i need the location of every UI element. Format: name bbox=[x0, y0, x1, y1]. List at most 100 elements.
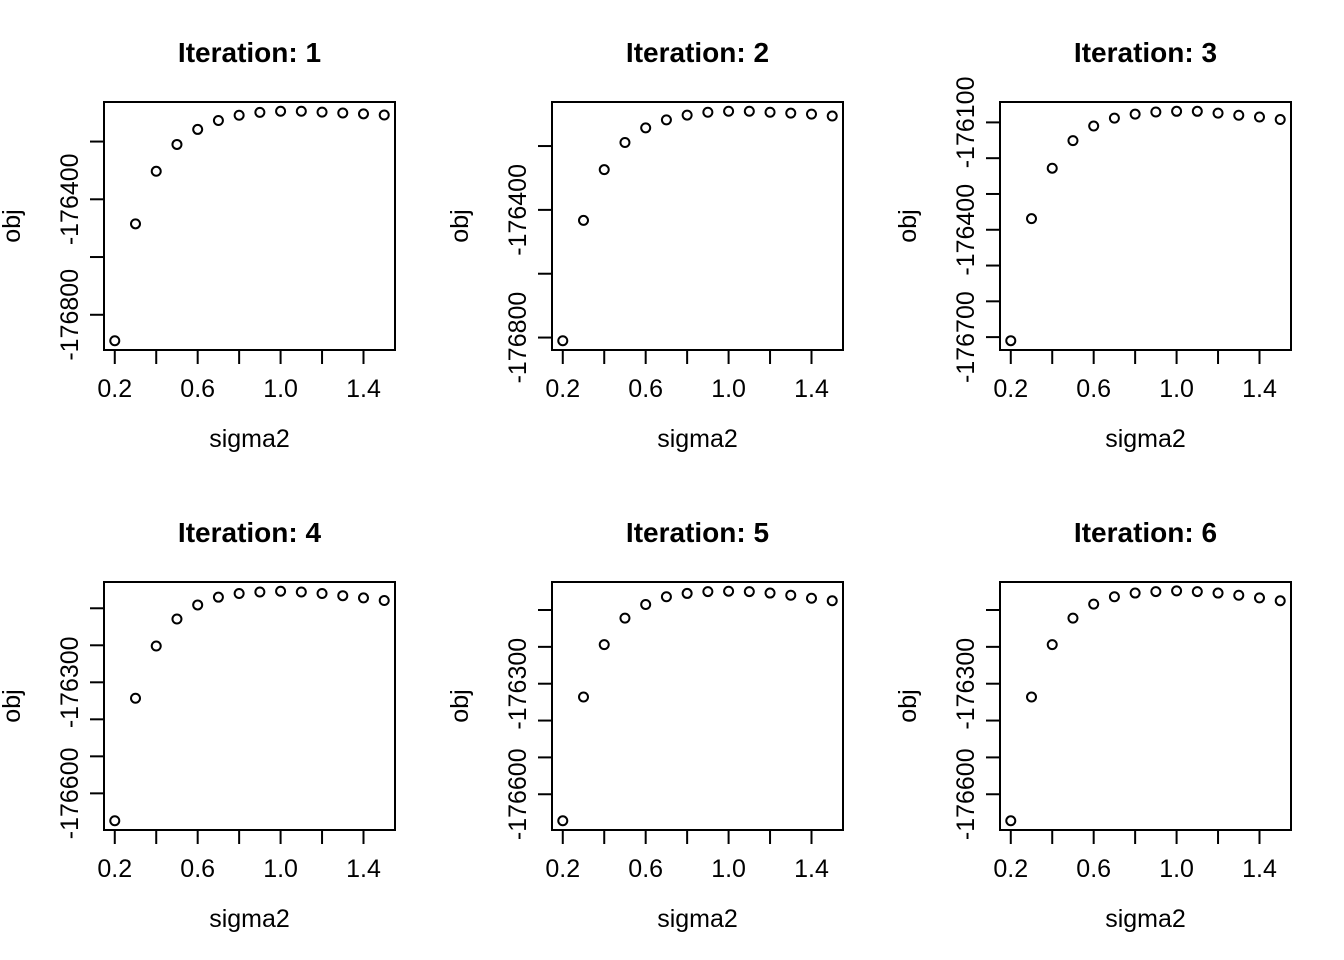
data-point bbox=[378, 109, 390, 121]
scatter-plot: Iteration: 3 0.2 0.6 1.0 1.4 -176100 -176400 -1… bbox=[896, 37, 1292, 453]
data-point bbox=[743, 586, 755, 598]
data-point bbox=[1046, 639, 1058, 651]
plot-box bbox=[999, 101, 1292, 351]
data-point bbox=[1067, 135, 1079, 147]
data-point bbox=[1088, 598, 1100, 610]
data-point bbox=[254, 586, 266, 598]
x-tick-label: 1.0 bbox=[1159, 375, 1194, 403]
data-point bbox=[192, 599, 204, 611]
data-point bbox=[1026, 213, 1038, 225]
data-point bbox=[640, 122, 652, 134]
data-point bbox=[1108, 591, 1120, 603]
data-point bbox=[743, 105, 755, 117]
data-point bbox=[171, 613, 183, 625]
y-tick-label: -176300 bbox=[504, 638, 532, 730]
data-point bbox=[660, 591, 672, 603]
y-tick-label: -176600 bbox=[952, 748, 980, 840]
plot-title: Iteration: 1 bbox=[178, 37, 321, 68]
y-axis-title: obj bbox=[896, 209, 922, 242]
y-tick-label: -176400 bbox=[504, 164, 532, 256]
data-point bbox=[1233, 109, 1245, 121]
y-tick-label: -176300 bbox=[56, 636, 84, 728]
plot-box bbox=[999, 581, 1292, 831]
data-point bbox=[1005, 335, 1017, 347]
y-tick-label: -176600 bbox=[56, 747, 84, 839]
data-point bbox=[826, 110, 838, 122]
data-point bbox=[702, 586, 714, 598]
x-tick-label: 1.4 bbox=[346, 855, 381, 883]
data-point bbox=[557, 335, 569, 347]
data-point bbox=[1212, 587, 1224, 599]
data-point bbox=[171, 138, 183, 150]
data-point bbox=[1274, 595, 1286, 607]
data-point bbox=[1150, 586, 1162, 598]
data-point bbox=[578, 214, 590, 226]
panel-iteration-6: Iteration: 6 0.2 0.6 1.0 1.4 -176300 -176600 si… bbox=[896, 480, 1344, 960]
y-axis-title: obj bbox=[448, 209, 474, 242]
x-tick-label: 0.2 bbox=[993, 375, 1028, 403]
x-axis-title: sigma2 bbox=[657, 905, 738, 933]
data-point bbox=[619, 612, 631, 624]
x-tick-label: 0.2 bbox=[545, 855, 580, 883]
x-tick-label: 0.2 bbox=[97, 375, 132, 403]
y-tick-label: -176700 bbox=[952, 291, 980, 383]
y-axis-title: obj bbox=[448, 689, 474, 722]
data-point bbox=[109, 815, 121, 827]
x-tick-label: 1.0 bbox=[263, 375, 298, 403]
data-point bbox=[337, 107, 349, 119]
panel-iteration-3: Iteration: 3 0.2 0.6 1.0 1.4 -176100 -176400 -1… bbox=[896, 0, 1344, 480]
x-axis-title: sigma2 bbox=[209, 905, 290, 933]
data-point bbox=[1150, 106, 1162, 118]
x-tick-label: 0.6 bbox=[1076, 855, 1111, 883]
y-tick-label: -176100 bbox=[952, 77, 980, 169]
x-tick-label: 1.0 bbox=[1159, 855, 1194, 883]
y-tick-label: -176600 bbox=[504, 748, 532, 840]
x-tick-label: 1.4 bbox=[794, 375, 829, 403]
data-point bbox=[316, 106, 328, 118]
data-point bbox=[805, 592, 817, 604]
data-point bbox=[681, 587, 693, 599]
data-point bbox=[660, 114, 672, 126]
panel-iteration-4: Iteration: 4 0.2 0.6 1.0 1.4 -176300 -176600 si… bbox=[0, 480, 448, 960]
x-axis-title: sigma2 bbox=[1105, 425, 1186, 453]
plot-title: Iteration: 4 bbox=[178, 517, 322, 548]
data-point bbox=[619, 137, 631, 149]
data-point bbox=[785, 589, 797, 601]
panel-iteration-5: Iteration: 5 0.2 0.6 1.0 1.4 -176300 -176600 si… bbox=[448, 480, 896, 960]
data-point bbox=[598, 639, 610, 651]
x-axis-title: sigma2 bbox=[209, 425, 290, 453]
y-tick-label: -176800 bbox=[56, 269, 84, 361]
data-point bbox=[1171, 585, 1183, 597]
y-axis-title: obj bbox=[0, 209, 26, 242]
data-point bbox=[130, 218, 142, 230]
panel-iteration-1: Iteration: 1 0.2 0.6 1.0 1.4 -176400 -176800 si… bbox=[0, 0, 448, 480]
plot-title: Iteration: 3 bbox=[1074, 37, 1217, 68]
data-point bbox=[150, 640, 162, 652]
data-point bbox=[1212, 107, 1224, 119]
data-point bbox=[1046, 162, 1058, 174]
x-tick-label: 1.0 bbox=[263, 855, 298, 883]
data-point bbox=[254, 106, 266, 118]
data-point bbox=[1253, 592, 1265, 604]
data-point bbox=[150, 165, 162, 177]
plot-box bbox=[551, 581, 844, 831]
x-tick-label: 0.6 bbox=[1076, 375, 1111, 403]
y-axis-title: obj bbox=[0, 689, 26, 722]
data-point bbox=[1108, 112, 1120, 124]
data-point bbox=[1253, 111, 1265, 123]
y-tick-label: -176300 bbox=[952, 638, 980, 730]
data-point bbox=[357, 592, 369, 604]
data-point bbox=[275, 105, 287, 117]
data-point bbox=[192, 123, 204, 135]
data-point bbox=[1129, 587, 1141, 599]
data-point bbox=[826, 595, 838, 607]
data-point bbox=[1191, 105, 1203, 117]
plot-title: Iteration: 2 bbox=[626, 37, 769, 68]
x-tick-label: 0.6 bbox=[628, 855, 663, 883]
data-point bbox=[378, 595, 390, 607]
data-point bbox=[1191, 586, 1203, 598]
panel-iteration-2: Iteration: 2 0.2 0.6 1.0 1.4 -176400 -176800 si… bbox=[448, 0, 896, 480]
x-tick-label: 1.4 bbox=[1242, 375, 1277, 403]
x-tick-label: 0.2 bbox=[545, 375, 580, 403]
